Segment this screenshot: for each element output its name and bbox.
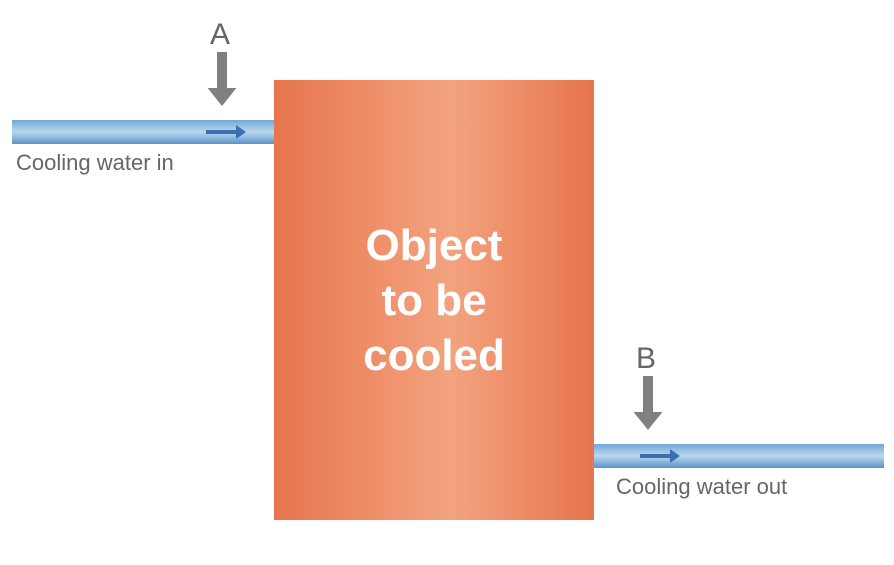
- marker-a-arrow-icon: [204, 52, 240, 124]
- object-to-be-cooled: Objectto becooled: [274, 80, 594, 520]
- marker-b-label: B: [636, 342, 656, 376]
- outlet-flow-arrow-icon: [640, 446, 690, 466]
- marker-b-arrow-icon: [630, 376, 666, 448]
- marker-a-label: A: [210, 18, 230, 52]
- outlet-pipe-label: Cooling water out: [616, 474, 787, 500]
- diagram-stage: Cooling water in Objectto becooled Cooli…: [0, 0, 894, 565]
- inlet-pipe-label: Cooling water in: [16, 150, 174, 176]
- inlet-flow-arrow-icon: [206, 122, 256, 142]
- object-label: Objectto becooled: [363, 218, 505, 383]
